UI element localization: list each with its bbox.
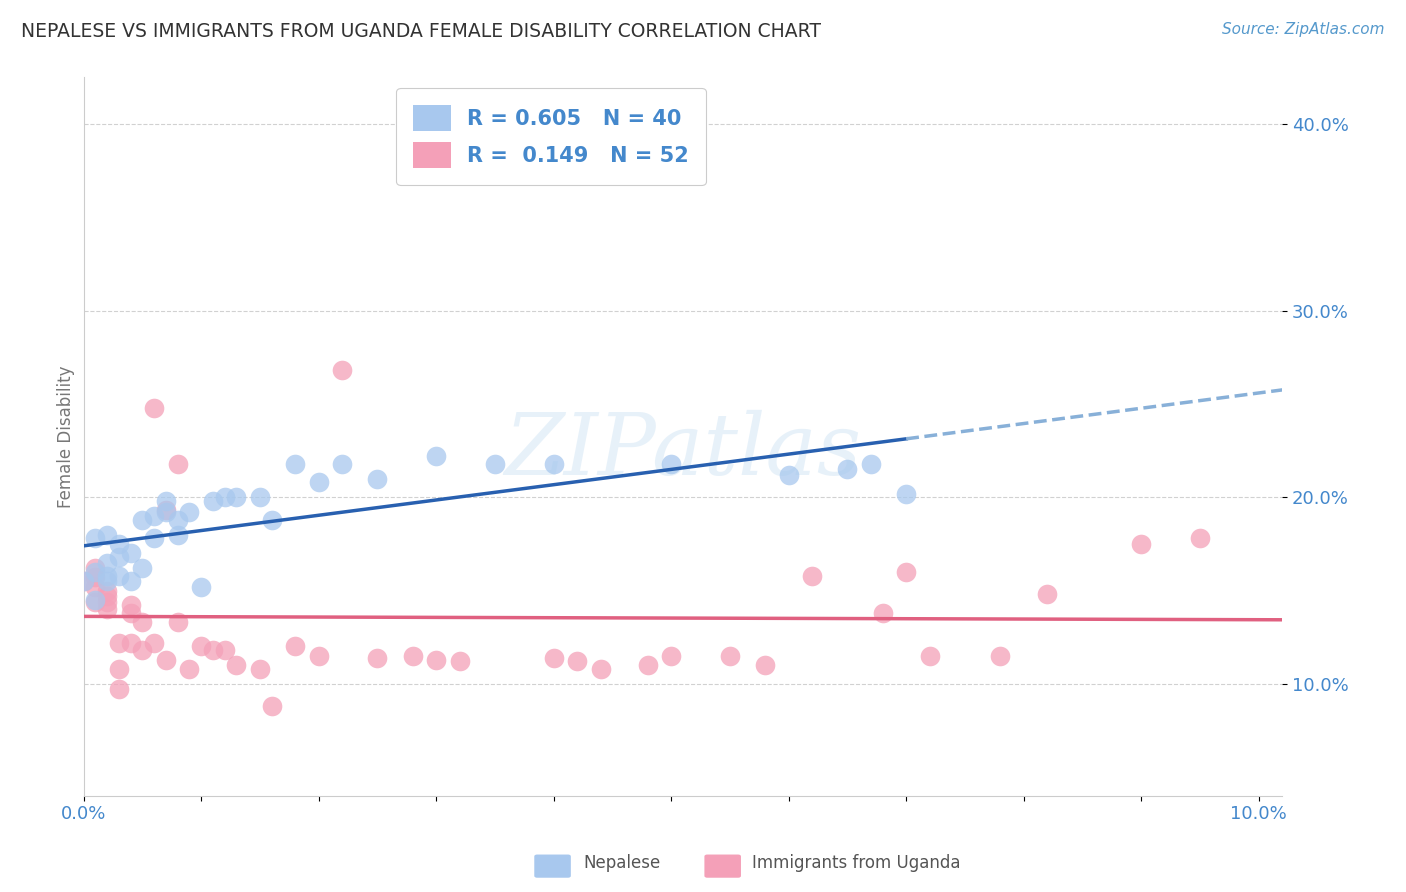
- Point: [107, 549, 129, 564]
- Point: [72, 574, 94, 589]
- Point: [425, 449, 447, 463]
- Point: [155, 505, 177, 519]
- Point: [589, 662, 612, 676]
- Point: [120, 546, 142, 560]
- Point: [659, 457, 682, 471]
- Point: [155, 652, 177, 666]
- Point: [988, 648, 1011, 663]
- Point: [872, 606, 894, 620]
- Point: [484, 457, 506, 471]
- Point: [190, 580, 212, 594]
- Point: [96, 527, 118, 541]
- Point: [84, 565, 107, 579]
- Point: [214, 490, 236, 504]
- Point: [308, 475, 330, 490]
- Point: [84, 580, 107, 594]
- Point: [190, 640, 212, 654]
- Text: ZIPatlas: ZIPatlas: [505, 409, 862, 492]
- Point: [718, 648, 741, 663]
- Point: [754, 658, 776, 673]
- Point: [96, 583, 118, 598]
- Point: [166, 457, 188, 471]
- Point: [179, 662, 201, 676]
- Point: [260, 699, 283, 714]
- Point: [131, 643, 153, 657]
- Point: [543, 650, 565, 665]
- Point: [84, 595, 107, 609]
- Point: [96, 602, 118, 616]
- Point: [366, 472, 388, 486]
- Point: [96, 556, 118, 570]
- Point: [107, 662, 129, 676]
- Point: [120, 599, 142, 613]
- Point: [143, 401, 166, 415]
- Point: [778, 467, 800, 482]
- Point: [284, 457, 307, 471]
- Legend: R = 0.605   N = 40, R =  0.149   N = 52: R = 0.605 N = 40, R = 0.149 N = 52: [396, 87, 706, 186]
- Point: [84, 531, 107, 545]
- Point: [214, 643, 236, 657]
- Point: [166, 615, 188, 630]
- Point: [308, 648, 330, 663]
- Point: [107, 636, 129, 650]
- Point: [107, 537, 129, 551]
- Point: [143, 531, 166, 545]
- Point: [131, 615, 153, 630]
- Point: [449, 655, 471, 669]
- Point: [894, 565, 917, 579]
- Point: [330, 363, 353, 377]
- Point: [801, 568, 824, 582]
- Point: [155, 494, 177, 508]
- Point: [179, 505, 201, 519]
- Point: [543, 457, 565, 471]
- Text: Source: ZipAtlas.com: Source: ZipAtlas.com: [1222, 22, 1385, 37]
- Point: [120, 636, 142, 650]
- Point: [72, 574, 94, 589]
- Point: [84, 561, 107, 575]
- Point: [84, 570, 107, 584]
- Point: [284, 640, 307, 654]
- Point: [120, 606, 142, 620]
- Text: Nepalese: Nepalese: [583, 855, 661, 872]
- Point: [84, 592, 107, 607]
- Point: [166, 527, 188, 541]
- Point: [107, 568, 129, 582]
- Point: [894, 486, 917, 500]
- Point: [143, 508, 166, 523]
- Text: Immigrants from Uganda: Immigrants from Uganda: [752, 855, 960, 872]
- Point: [96, 568, 118, 582]
- Point: [859, 457, 882, 471]
- Point: [131, 513, 153, 527]
- Y-axis label: Female Disability: Female Disability: [58, 366, 75, 508]
- Point: [1188, 531, 1211, 545]
- Point: [201, 643, 224, 657]
- Point: [143, 636, 166, 650]
- Point: [565, 655, 588, 669]
- Point: [837, 462, 859, 476]
- Point: [401, 648, 423, 663]
- Point: [155, 503, 177, 517]
- Point: [96, 595, 118, 609]
- Text: NEPALESE VS IMMIGRANTS FROM UGANDA FEMALE DISABILITY CORRELATION CHART: NEPALESE VS IMMIGRANTS FROM UGANDA FEMAL…: [21, 22, 821, 41]
- Point: [425, 652, 447, 666]
- Point: [249, 490, 271, 504]
- Point: [1130, 537, 1153, 551]
- Point: [659, 648, 682, 663]
- Point: [96, 589, 118, 603]
- Point: [366, 650, 388, 665]
- Point: [96, 574, 118, 589]
- Point: [637, 658, 659, 673]
- Point: [249, 662, 271, 676]
- Point: [330, 457, 353, 471]
- Point: [201, 494, 224, 508]
- Point: [918, 648, 941, 663]
- Point: [120, 574, 142, 589]
- Point: [260, 513, 283, 527]
- Point: [225, 658, 247, 673]
- Point: [1036, 587, 1059, 601]
- Point: [166, 513, 188, 527]
- Point: [107, 682, 129, 697]
- Point: [225, 490, 247, 504]
- Point: [131, 561, 153, 575]
